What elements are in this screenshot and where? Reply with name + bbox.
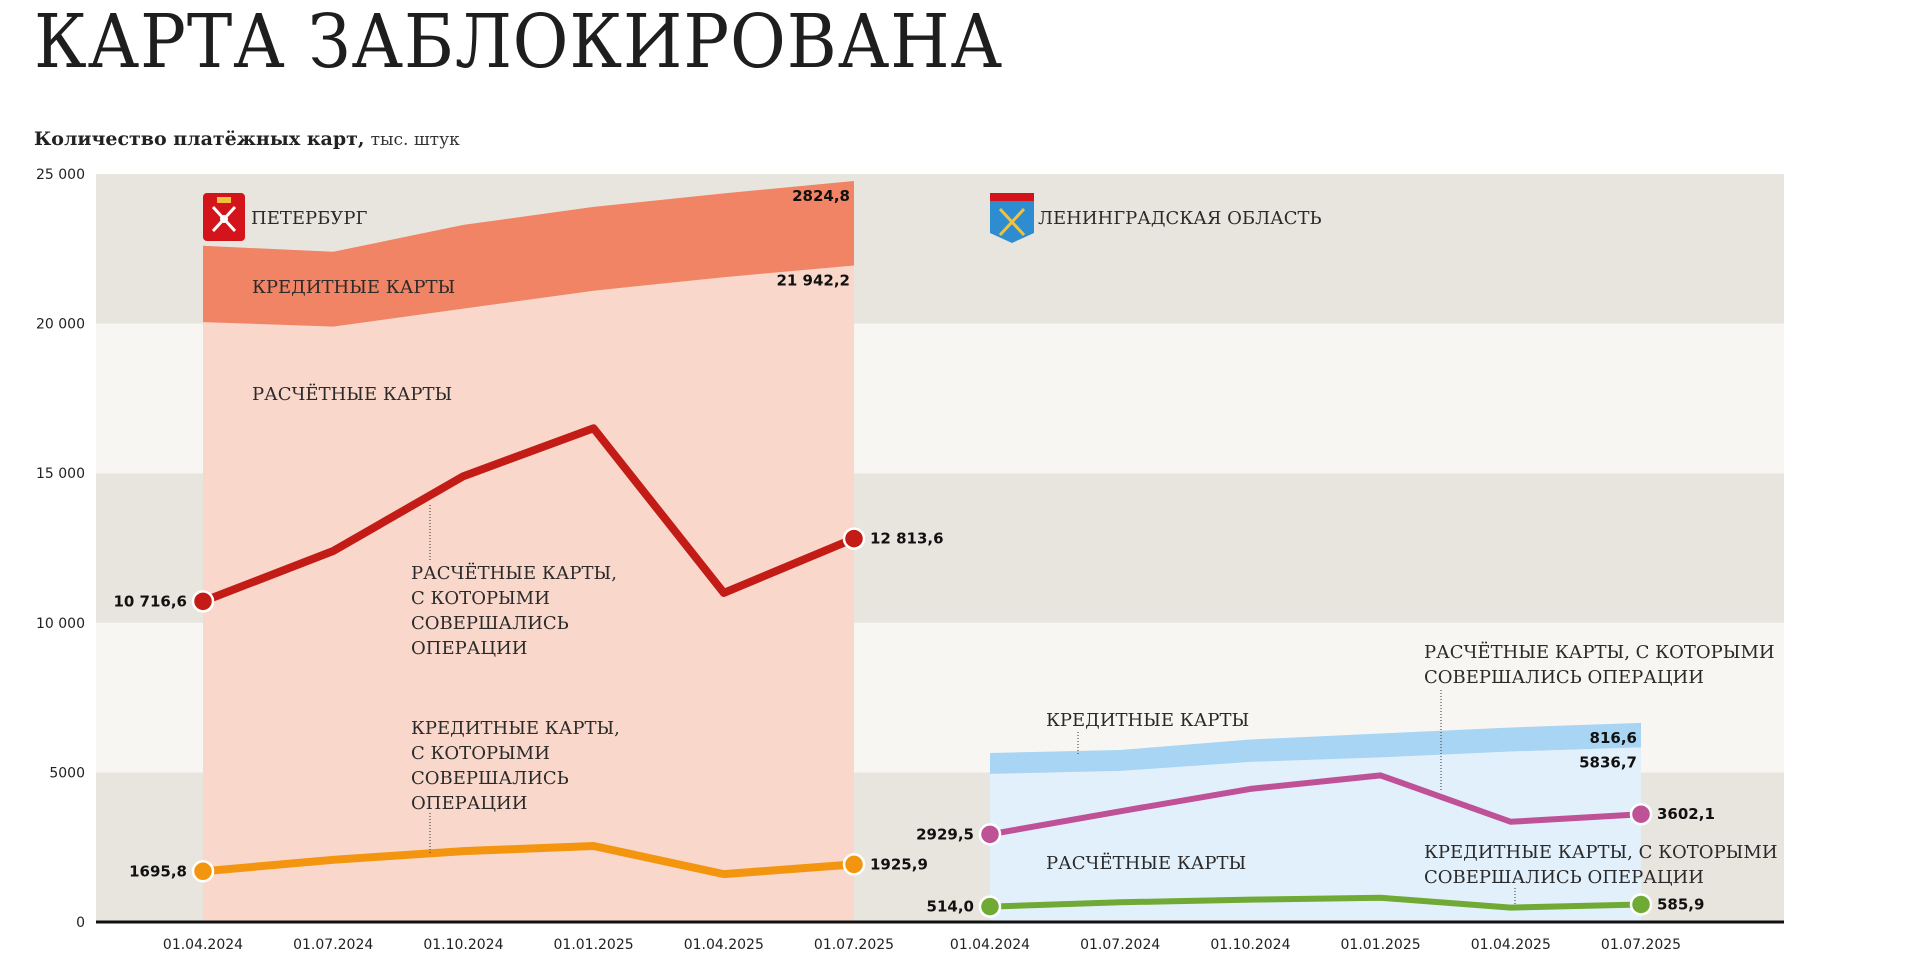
x-tick-label: 01.07.2025 <box>1601 937 1681 953</box>
crown <box>217 197 231 203</box>
x-tick-label: 01.01.2025 <box>1341 937 1421 953</box>
x-tick-label: 01.07.2024 <box>1080 937 1160 953</box>
active-credit-label: КРЕДИТНЫЕ КАРТЫ, С КОТОРЫМИ <box>1424 842 1778 863</box>
active-credit-label: С КОТОРЫМИ <box>411 743 550 764</box>
spb-coat-of-arms-icon <box>203 193 245 241</box>
y-tick-label: 5000 <box>49 765 85 781</box>
coat-chief <box>990 193 1034 201</box>
settlement-area-label: РАСЧЁТНЫЕ КАРТЫ <box>1046 851 1246 874</box>
settlement-area-label: РАСЧЁТНЫЕ КАРТЫ <box>252 382 452 405</box>
credit-area-label: КРЕДИТНЫЕ КАРТЫ <box>252 277 455 298</box>
end-value-label: 585,9 <box>1657 895 1704 913</box>
credit-area <box>203 181 854 327</box>
start-value-label: 2929,5 <box>916 825 974 843</box>
active-settlement-line <box>201 424 856 606</box>
data-point <box>191 590 215 613</box>
x-tick-label: 01.04.2025 <box>684 937 764 953</box>
credit-total-label: 816,6 <box>1590 729 1637 747</box>
active-credit-label: ОПЕРАЦИИ <box>411 793 527 814</box>
sceptre-knob <box>220 215 228 223</box>
x-tick-label: 01.04.2025 <box>1471 937 1551 953</box>
settlement-total-label: 21 942,2 <box>776 271 850 289</box>
coat-shield <box>990 193 1034 243</box>
start-value-label: 10 716,6 <box>113 592 187 610</box>
start-value-label: 514,0 <box>927 898 974 916</box>
active-credit-label: КРЕДИТНЫЕ КАРТЫ, <box>411 718 620 739</box>
x-tick-label: 01.07.2024 <box>293 937 373 953</box>
y-tick-label: 15 000 <box>36 466 85 482</box>
settlement-total-label: 5836,7 <box>1579 753 1637 771</box>
x-tick-label: 01.10.2024 <box>1210 937 1290 953</box>
y-tick-label: 25 000 <box>36 167 85 183</box>
subtitle-unit: тыс. штук <box>370 130 460 150</box>
x-tick-label: 01.04.2024 <box>163 937 243 953</box>
settlement-area <box>203 265 854 922</box>
page-title: КАРТА ЗАБЛОКИРОВАНА <box>34 0 1003 85</box>
region-title: ПЕТЕРБУРГ <box>251 208 367 229</box>
data-point <box>1629 893 1653 916</box>
end-value-label: 3602,1 <box>1657 805 1715 823</box>
data-point <box>842 853 866 876</box>
crossed-keys <box>998 207 1026 237</box>
data-point <box>1629 802 1653 826</box>
active-settlement-label: ОПЕРАЦИИ <box>411 638 527 659</box>
credit-area <box>990 722 1641 774</box>
data-point <box>191 860 215 883</box>
y-tick-label: 10 000 <box>36 616 85 632</box>
active-settlement-line <box>989 772 1642 838</box>
chart-subtitle: Количество платёжных карт, тыс. штук <box>34 128 460 150</box>
region-title: ЛЕНИНГРАДСКАЯ ОБЛАСТЬ <box>1038 208 1322 229</box>
x-tick-label: 01.01.2025 <box>554 937 634 953</box>
x-tick-label: 01.07.2025 <box>814 937 894 953</box>
active-settlement-label: С КОТОРЫМИ <box>411 588 550 609</box>
active-settlement-label: РАСЧЁТНЫЕ КАРТЫ, С КОТОРЫМИ <box>1424 640 1775 663</box>
subtitle-text: Количество платёжных карт, <box>34 128 365 150</box>
active-credit-label: СОВЕРШАЛИСЬ <box>411 768 569 789</box>
credit-area-label: КРЕДИТНЫЕ КАРТЫ <box>1046 710 1249 731</box>
end-value-label: 12 813,6 <box>870 530 944 548</box>
data-point <box>978 823 1002 846</box>
active-settlement-label: СОВЕРШАЛИСЬ ОПЕРАЦИИ <box>1424 667 1704 688</box>
y-tick-label: 20 000 <box>36 317 85 333</box>
active-settlement-label: РАСЧЁТНЫЕ КАРТЫ, <box>411 561 617 584</box>
settlement-area <box>990 747 1641 922</box>
active-credit-label: СОВЕРШАЛИСЬ ОПЕРАЦИИ <box>1424 867 1704 888</box>
active-credit-line <box>202 842 855 879</box>
data-point <box>978 895 1002 918</box>
active-settlement-label: СОВЕРШАЛИСЬ <box>411 613 569 634</box>
x-tick-label: 01.04.2024 <box>950 937 1030 953</box>
start-value-label: 1695,8 <box>129 862 187 880</box>
y-tick-label: 0 <box>76 915 85 931</box>
leningrad-oblast-coat-of-arms-icon <box>990 193 1034 243</box>
x-tick-label: 01.10.2024 <box>423 937 503 953</box>
end-value-label: 1925,9 <box>870 855 928 873</box>
credit-total-label: 2824,8 <box>792 187 850 205</box>
data-point <box>842 527 866 550</box>
active-credit-line <box>989 894 1642 911</box>
